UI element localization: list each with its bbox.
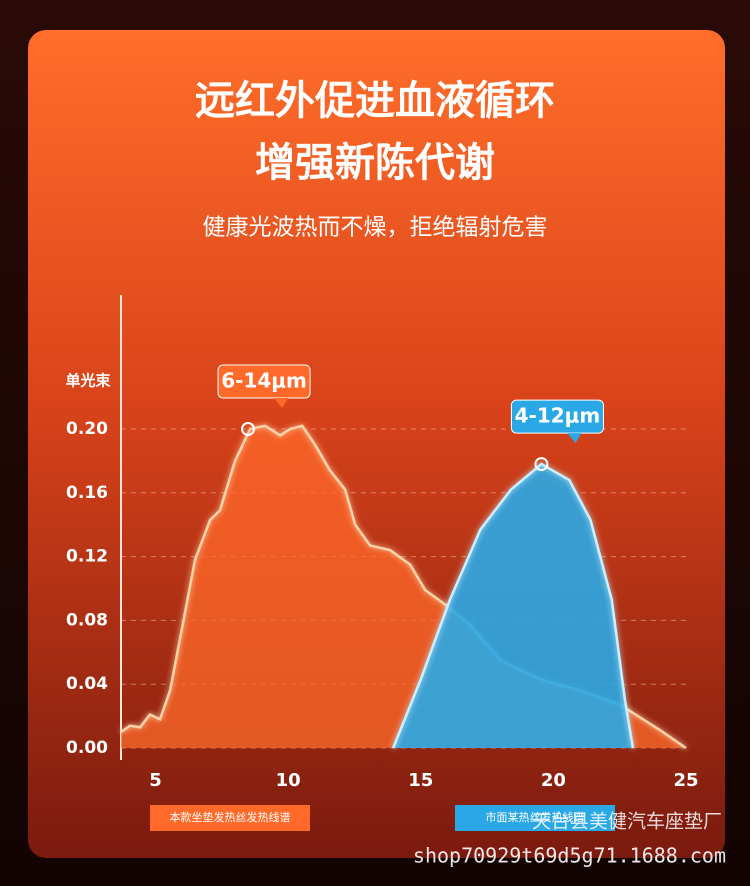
legend-swatch <box>150 805 310 831</box>
series-line <box>391 462 635 749</box>
annotation-bubble <box>510 399 604 434</box>
annotation-point <box>534 457 549 472</box>
watermark: 天台县美健汽车座垫厂 <box>532 811 722 833</box>
annotation-tail <box>567 433 582 444</box>
annotation-text: 4-12μm <box>515 404 601 428</box>
y-tick-label: 0.20 <box>66 419 108 439</box>
y-tick-label: 0.08 <box>66 610 108 630</box>
subtitle: 健康光波热而不燥，拒绝辐射危害 <box>203 215 548 241</box>
area-fill <box>121 425 686 748</box>
y-tick-label: 0.12 <box>66 547 108 567</box>
annotation-text: 6-14μm <box>221 368 307 392</box>
annotation-bubble <box>217 364 311 399</box>
x-tick-label: 25 <box>673 770 698 791</box>
watermark: shop70929t69d5g71.1688.com <box>413 844 726 868</box>
plot: 0.00 0.04 0.08 0.12 0.16 0.20 5 10 15 20 25 6-14μm 4… <box>66 295 699 831</box>
y-tick-label: 0.16 <box>66 483 108 503</box>
legend-label: 市面某热丝发热线谱 <box>486 810 585 824</box>
legend-swatch <box>455 805 615 831</box>
y-axis-label: 单光束 <box>65 372 111 390</box>
x-tick-label: 5 <box>149 770 162 791</box>
y-tick-label: 0.00 <box>66 738 108 758</box>
annotation-tail <box>274 397 289 408</box>
y-tick-label: 0.04 <box>66 674 108 694</box>
x-tick-label: 15 <box>408 770 433 791</box>
area-fill <box>393 464 633 748</box>
title-line: 增强新陈代谢 <box>255 140 495 186</box>
x-tick-label: 10 <box>276 770 301 791</box>
legend-label: 本款坐垫发热丝发热线谱 <box>170 810 291 824</box>
title: 远红外促进血液循环 <box>195 78 555 124</box>
x-tick-label: 20 <box>541 770 566 791</box>
annotation-point <box>241 421 256 436</box>
